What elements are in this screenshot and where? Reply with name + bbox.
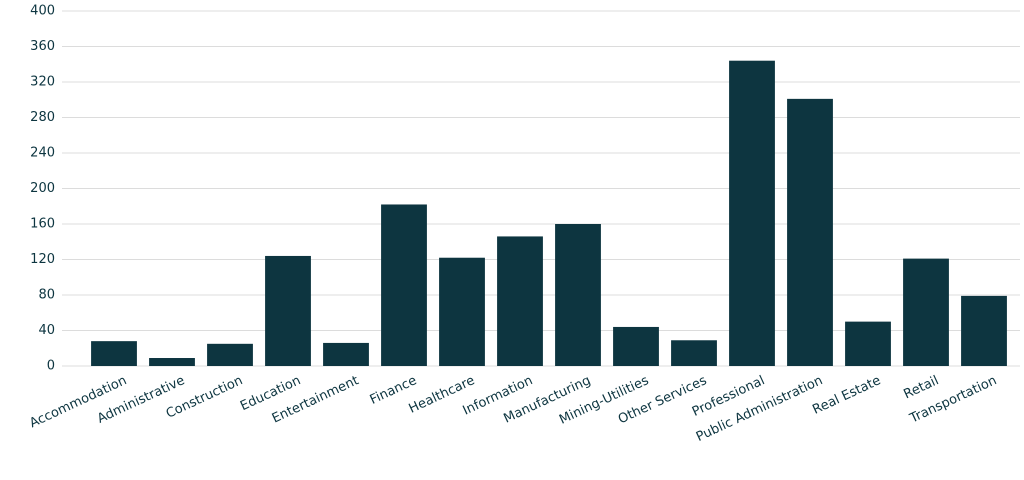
bar	[961, 295, 1007, 366]
bar	[497, 236, 543, 366]
bar	[613, 326, 659, 366]
y-tick-label: 320	[30, 75, 55, 90]
x-tick-label: Retail	[902, 373, 942, 402]
y-tick-label: 240	[30, 146, 55, 161]
y-tick-label: 200	[30, 181, 55, 196]
bar	[845, 321, 891, 366]
bar	[903, 258, 949, 366]
bar	[555, 224, 601, 366]
y-tick-label: 80	[38, 288, 55, 303]
y-tick-label: 400	[30, 4, 55, 19]
y-tick-label: 360	[30, 39, 55, 54]
bar	[323, 342, 369, 366]
bar	[149, 358, 195, 366]
bar	[265, 255, 311, 366]
y-tick-label: 120	[30, 252, 55, 267]
y-tick-label: 160	[30, 217, 55, 232]
bar	[729, 60, 775, 366]
x-tick-label: Accommodation	[27, 373, 129, 431]
bar	[91, 341, 137, 366]
bar	[787, 98, 833, 367]
y-tick-label: 0	[47, 359, 55, 374]
bar	[207, 343, 253, 366]
bar	[381, 204, 427, 366]
y-tick-label: 40	[38, 323, 55, 338]
bar	[439, 257, 485, 366]
bar	[671, 340, 717, 366]
y-tick-label: 280	[30, 110, 55, 125]
